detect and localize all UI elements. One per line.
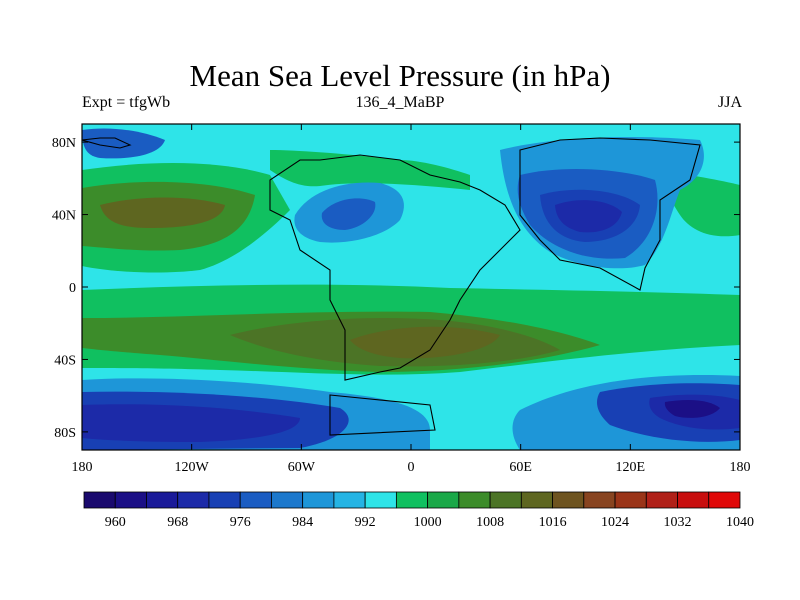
- colorbar-label: 968: [167, 515, 188, 530]
- colorbar-label: 1024: [601, 515, 629, 530]
- continent-outline-asia: [519, 137, 701, 291]
- colorbar-label: 1016: [539, 515, 567, 530]
- colorbar-label: 1032: [664, 515, 692, 530]
- x-tick-label: 120W: [175, 460, 210, 475]
- colorbar-swatch: [614, 491, 647, 509]
- colorbar-label: 984: [292, 515, 313, 530]
- continent-outline-main: [269, 154, 521, 381]
- y-tick-label: 40S: [54, 353, 76, 368]
- x-tick-label: 60W: [288, 460, 316, 475]
- colorbar-swatch: [271, 491, 304, 509]
- run-label: 136_4_MaBP: [355, 94, 445, 111]
- x-tick-label: 60E: [509, 460, 532, 475]
- colorbar-swatch: [333, 491, 366, 509]
- field-984-arctic: [82, 128, 165, 159]
- colorbar-swatch: [489, 491, 522, 509]
- colorbar-swatch: [708, 491, 741, 509]
- field-964-so-e: [664, 400, 720, 418]
- colorbar-swatch: [83, 491, 116, 509]
- x-tick-label: 180: [72, 460, 93, 475]
- colorbar-swatch: [520, 491, 553, 509]
- y-tick-label: 80N: [52, 136, 76, 151]
- chart-title: Mean Sea Level Pressure (in hPa): [189, 58, 611, 93]
- season-label: JJA: [717, 94, 742, 111]
- colorbar-swatch: [302, 491, 335, 509]
- colorbar-label: 1000: [414, 515, 442, 530]
- y-axis: 80N 40N 0 40S 80S: [52, 136, 740, 441]
- colorbar-swatch: [427, 491, 460, 509]
- x-tick-label: 180: [730, 460, 751, 475]
- colorbar-swatch: [177, 491, 210, 509]
- colorbar-swatch: [114, 491, 147, 509]
- colorbar-swatch: [458, 491, 491, 509]
- colorbar-swatch: [395, 491, 429, 509]
- field-1020-sh: [350, 326, 500, 359]
- colorbar-swatch: [208, 491, 241, 509]
- y-tick-label: 40N: [52, 209, 76, 224]
- colorbar-label: 992: [355, 515, 376, 530]
- x-axis: 180 120W 60W 0 60E 120E 180: [72, 124, 751, 475]
- x-tick-label: 0: [408, 460, 415, 475]
- field-984-na: [321, 198, 376, 230]
- colorbar-label: 1040: [726, 515, 754, 530]
- y-tick-label: 0: [69, 281, 76, 296]
- colorbar-swatch: [239, 491, 272, 509]
- experiment-label: Expt = tfgWb: [82, 94, 171, 111]
- map-fill: [82, 124, 740, 450]
- field-1016-np: [100, 197, 225, 228]
- field-976-as: [555, 200, 622, 233]
- colorbar-label: 960: [105, 515, 126, 530]
- colorbar-label: 1008: [476, 515, 504, 530]
- continent-outline-south: [329, 394, 436, 436]
- colorbar-swatch: [364, 491, 397, 509]
- field-972-so-w: [82, 404, 300, 442]
- colorbar-swatch: [583, 491, 616, 509]
- colorbar: 960 968 976 984 992 1000 1008 1016 1024 1032 1040: [83, 491, 754, 530]
- colorbar-swatch: [552, 491, 585, 509]
- colorbar-swatch: [146, 491, 179, 509]
- colorbar-swatch: [645, 491, 678, 509]
- y-tick-label: 80S: [54, 426, 76, 441]
- colorbar-swatch: [677, 491, 710, 509]
- island-outline: [82, 137, 132, 149]
- x-tick-label: 120E: [616, 460, 646, 475]
- colorbar-label: 976: [230, 515, 251, 530]
